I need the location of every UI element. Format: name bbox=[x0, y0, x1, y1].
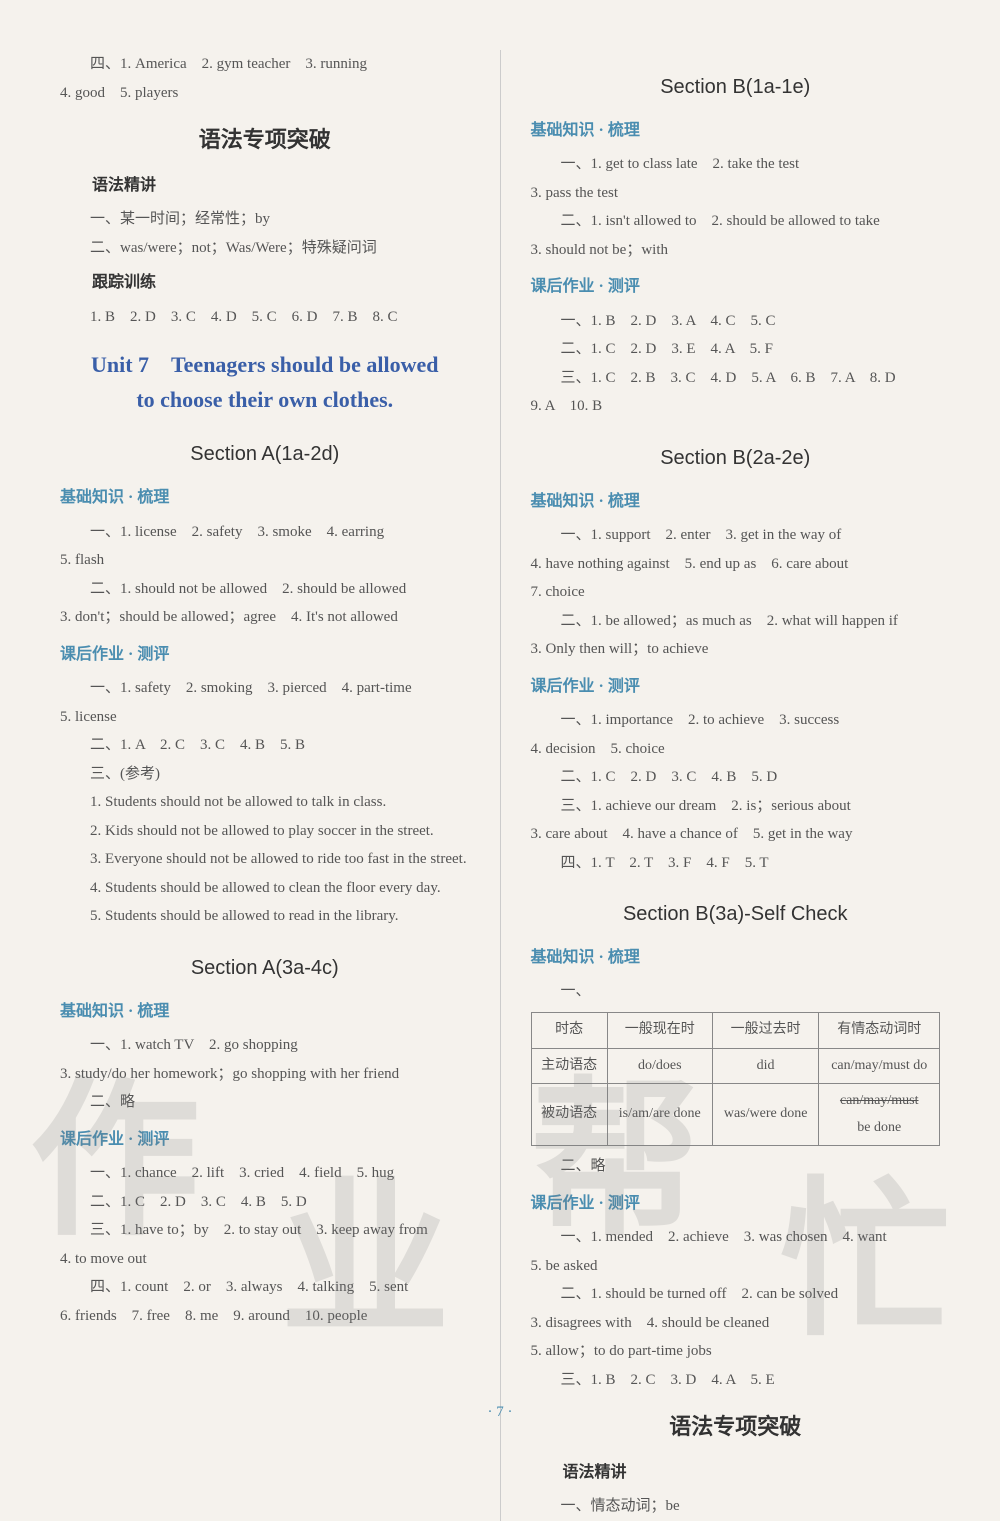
column-divider bbox=[500, 50, 501, 1521]
b3-two: 二、略 bbox=[531, 1152, 941, 1181]
a1-line7: 二、1. A 2. C 3. C 4. B 5. B bbox=[60, 731, 470, 760]
b1-line8: 9. A 10. B bbox=[531, 392, 941, 421]
tense-table: 时态 一般现在时 一般过去时 有情态动词时 主动语态 do/does did c… bbox=[531, 1012, 941, 1146]
grammar-breakthrough-title: 语法专项突破 bbox=[60, 119, 470, 161]
a2-line7: 4. to move out bbox=[60, 1245, 470, 1274]
right-column: Section B(1a-1e) 基础知识 · 梳理 一、1. get to c… bbox=[531, 50, 941, 1521]
homework-heading-b2: 课后作业 · 测评 bbox=[531, 672, 941, 702]
tense-h2: 一般过去时 bbox=[712, 1012, 819, 1048]
a2-line1: 一、1. watch TV 2. go shopping bbox=[60, 1031, 470, 1060]
tracking-practice-heading: 跟踪训练 bbox=[60, 268, 470, 298]
a2-line8: 四、1. count 2. or 3. always 4. talking 5.… bbox=[60, 1273, 470, 1302]
a2-line4: 一、1. chance 2. lift 3. cried 4. field 5.… bbox=[60, 1159, 470, 1188]
b2-line10: 3. care about 4. have a chance of 5. get… bbox=[531, 820, 941, 849]
a2-line2: 3. study/do her homework；go shopping wit… bbox=[60, 1060, 470, 1089]
sentence-2: 2. Kids should not be allowed to play so… bbox=[60, 817, 470, 846]
b3-line1: 一、1. mended 2. achieve 3. was chosen 4. … bbox=[531, 1223, 941, 1252]
tense-r2c2: was/were done bbox=[712, 1084, 819, 1146]
a1-line2: 5. flash bbox=[60, 546, 470, 575]
tense-r1c1: do/does bbox=[607, 1048, 712, 1084]
b2-line11: 四、1. T 2. T 3. F 4. F 5. T bbox=[531, 849, 941, 878]
sentence-3: 3. Everyone should not be allowed to rid… bbox=[60, 845, 470, 874]
tense-h1: 一般现在时 bbox=[607, 1012, 712, 1048]
tense-r2c3-strike: can/may/must bbox=[840, 1093, 919, 1108]
unit-7-title: Unit 7 Teenagers should be allowed to ch… bbox=[60, 347, 470, 417]
b2-line1: 一、1. support 2. enter 3. get in the way … bbox=[531, 521, 941, 550]
homework-heading-a1: 课后作业 · 测评 bbox=[60, 640, 470, 670]
b2-line6: 一、1. importance 2. to achieve 3. success bbox=[531, 706, 941, 735]
top-answers-2: 4. good 5. players bbox=[60, 79, 470, 108]
a1-line4: 3. don't；should be allowed；agree 4. It's… bbox=[60, 603, 470, 632]
grammar-explain-heading: 语法精讲 bbox=[60, 171, 470, 201]
b1-line4: 3. should not be；with bbox=[531, 236, 941, 265]
grammar-line-2: 二、was/were；not；Was/Were；特殊疑问词 bbox=[60, 234, 470, 263]
b2-line5: 3. Only then will；to achieve bbox=[531, 635, 941, 664]
homework-heading-b1: 课后作业 · 测评 bbox=[531, 272, 941, 302]
basic-knowledge-heading-a2: 基础知识 · 梳理 bbox=[60, 997, 470, 1027]
b2-line2: 4. have nothing against 5. end up as 6. … bbox=[531, 550, 941, 579]
tense-r2c0: 被动语态 bbox=[531, 1084, 607, 1146]
grammar-explain-heading-2: 语法精讲 bbox=[531, 1458, 941, 1488]
b1-line7: 三、1. C 2. B 3. C 4. D 5. A 6. B 7. A 8. … bbox=[531, 364, 941, 393]
tense-h3: 有情态动词时 bbox=[819, 1012, 940, 1048]
tense-h0: 时态 bbox=[531, 1012, 607, 1048]
tense-r1c0: 主动语态 bbox=[531, 1048, 607, 1084]
basic-knowledge-heading-a1: 基础知识 · 梳理 bbox=[60, 483, 470, 513]
b3-line6: 三、1. B 2. C 3. D 4. A 5. E bbox=[531, 1366, 941, 1395]
section-b-2a2e-heading: Section B(2a-2e) bbox=[531, 439, 941, 477]
homework-heading-a2: 课后作业 · 测评 bbox=[60, 1125, 470, 1155]
grammar2-line1: 一、情态动词；be bbox=[531, 1492, 941, 1521]
sentence-4: 4. Students should be allowed to clean t… bbox=[60, 874, 470, 903]
sentence-5: 5. Students should be allowed to read in… bbox=[60, 902, 470, 931]
section-a-1a2d-heading: Section A(1a-2d) bbox=[60, 435, 470, 473]
a2-line3: 二、略 bbox=[60, 1088, 470, 1117]
a2-line5: 二、1. C 2. D 3. C 4. B 5. D bbox=[60, 1188, 470, 1217]
b1-line2: 3. pass the test bbox=[531, 179, 941, 208]
basic-knowledge-heading-b2: 基础知识 · 梳理 bbox=[531, 487, 941, 517]
a1-line1: 一、1. license 2. safety 3. smoke 4. earri… bbox=[60, 518, 470, 547]
b2-line3: 7. choice bbox=[531, 578, 941, 607]
b3-line2: 5. be asked bbox=[531, 1252, 941, 1281]
section-b-1a1e-heading: Section B(1a-1e) bbox=[531, 68, 941, 106]
unit-title-line1: Unit 7 Teenagers should be allowed bbox=[91, 352, 439, 377]
sentence-1: 1. Students should not be allowed to tal… bbox=[60, 788, 470, 817]
a1-line6: 5. license bbox=[60, 703, 470, 732]
unit-title-line2: to choose their own clothes. bbox=[136, 387, 393, 412]
a1-line8: 三、(参考) bbox=[60, 760, 470, 789]
section-b-3a-selfcheck-heading: Section B(3a)-Self Check bbox=[531, 895, 941, 933]
b3-line3: 二、1. should be turned off 2. can be solv… bbox=[531, 1280, 941, 1309]
tense-r1c3: can/may/must do bbox=[819, 1048, 940, 1084]
b2-line4: 二、1. be allowed；as much as 2. what will … bbox=[531, 607, 941, 636]
a1-line3: 二、1. should not be allowed 2. should be … bbox=[60, 575, 470, 604]
b3-line4: 3. disagrees with 4. should be cleaned bbox=[531, 1309, 941, 1338]
tense-r2c1: is/am/are done bbox=[607, 1084, 712, 1146]
b3-line5: 5. allow；to do part-time jobs bbox=[531, 1337, 941, 1366]
b2-line9: 三、1. achieve our dream 2. is；serious abo… bbox=[531, 792, 941, 821]
section-a-3a4c-heading: Section A(3a-4c) bbox=[60, 949, 470, 987]
top-answers-1: 四、1. America 2. gym teacher 3. running bbox=[60, 50, 470, 79]
b2-line8: 二、1. C 2. D 3. C 4. B 5. D bbox=[531, 763, 941, 792]
basic-knowledge-heading-b3: 基础知识 · 梳理 bbox=[531, 943, 941, 973]
tense-r2c3-bedone: be done bbox=[857, 1120, 901, 1135]
tracking-answers: 1. B 2. D 3. C 4. D 5. C 6. D 7. B 8. C bbox=[60, 303, 470, 332]
b1-line5: 一、1. B 2. D 3. A 4. C 5. C bbox=[531, 307, 941, 336]
a2-line6: 三、1. have to；by 2. to stay out 3. keep a… bbox=[60, 1216, 470, 1245]
homework-heading-b3: 课后作业 · 测评 bbox=[531, 1189, 941, 1219]
a1-line5: 一、1. safety 2. smoking 3. pierced 4. par… bbox=[60, 674, 470, 703]
left-column: 四、1. America 2. gym teacher 3. running 4… bbox=[60, 50, 470, 1521]
b3-one: 一、 bbox=[531, 977, 941, 1006]
grammar-line-1: 一、某一时间；经常性；by bbox=[60, 205, 470, 234]
tense-r1c2: did bbox=[712, 1048, 819, 1084]
basic-knowledge-heading-b1: 基础知识 · 梳理 bbox=[531, 116, 941, 146]
b2-line7: 4. decision 5. choice bbox=[531, 735, 941, 764]
a2-line9: 6. friends 7. free 8. me 9. around 10. p… bbox=[60, 1302, 470, 1331]
b1-line6: 二、1. C 2. D 3. E 4. A 5. F bbox=[531, 335, 941, 364]
tense-r2c3: can/may/must be done bbox=[819, 1084, 940, 1146]
page-number: · 7 · bbox=[0, 1398, 1000, 1427]
b1-line3: 二、1. isn't allowed to 2. should be allow… bbox=[531, 207, 941, 236]
b1-line1: 一、1. get to class late 2. take the test bbox=[531, 150, 941, 179]
